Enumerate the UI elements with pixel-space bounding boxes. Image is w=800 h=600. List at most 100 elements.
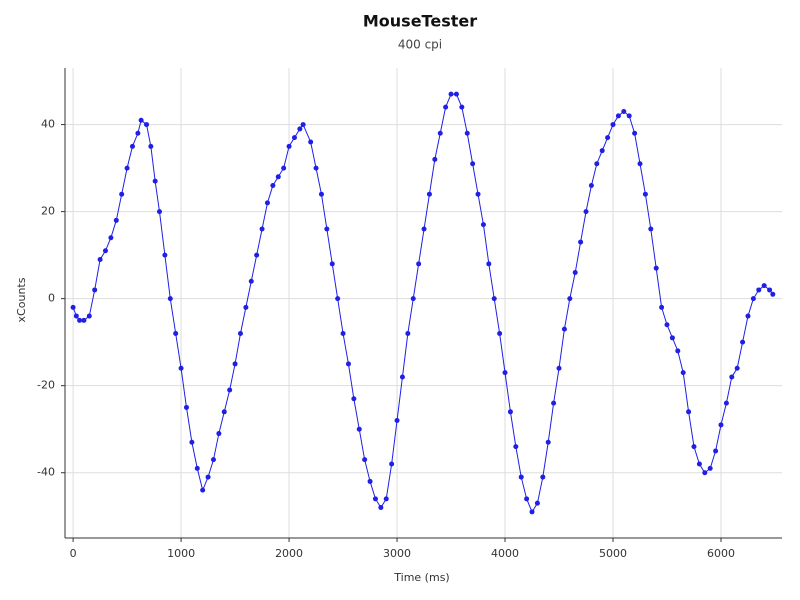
point bbox=[486, 261, 492, 267]
point bbox=[372, 496, 378, 502]
point bbox=[767, 287, 773, 293]
chart-title: MouseTester bbox=[363, 12, 477, 31]
point bbox=[108, 235, 114, 241]
point bbox=[626, 113, 632, 119]
x-tick-label: 2000 bbox=[275, 547, 303, 560]
point bbox=[221, 409, 227, 415]
point bbox=[437, 130, 443, 136]
point bbox=[621, 109, 627, 115]
point bbox=[594, 161, 600, 167]
point bbox=[259, 226, 265, 232]
point bbox=[502, 370, 508, 376]
point bbox=[367, 478, 373, 484]
point bbox=[297, 126, 303, 132]
point bbox=[335, 296, 341, 302]
point bbox=[588, 183, 594, 188]
point bbox=[637, 161, 643, 167]
point bbox=[148, 143, 154, 149]
point bbox=[129, 143, 135, 149]
point bbox=[102, 248, 108, 254]
point bbox=[729, 374, 735, 380]
point bbox=[345, 361, 351, 367]
point bbox=[583, 209, 589, 215]
point bbox=[286, 143, 292, 149]
point bbox=[642, 191, 648, 197]
x-tick-label: 6000 bbox=[707, 547, 735, 560]
point bbox=[426, 191, 432, 197]
point bbox=[356, 426, 362, 432]
point bbox=[183, 404, 189, 410]
point bbox=[113, 217, 119, 223]
point bbox=[734, 365, 740, 371]
point bbox=[534, 500, 540, 506]
point bbox=[70, 304, 76, 310]
y-tick-label: -40 bbox=[37, 466, 55, 479]
point bbox=[119, 191, 125, 197]
y-tick-label: 20 bbox=[41, 205, 55, 218]
point bbox=[561, 326, 567, 332]
point bbox=[491, 296, 497, 302]
point bbox=[761, 283, 767, 289]
point bbox=[210, 457, 216, 463]
point bbox=[92, 287, 98, 293]
point bbox=[248, 278, 254, 284]
point bbox=[610, 122, 616, 128]
point bbox=[770, 291, 776, 297]
x-axis-label: Time (ms) bbox=[393, 571, 449, 584]
point bbox=[399, 374, 405, 380]
point bbox=[264, 200, 270, 206]
point bbox=[475, 191, 481, 197]
point bbox=[696, 461, 702, 467]
point bbox=[750, 296, 756, 302]
point bbox=[135, 130, 141, 136]
point bbox=[518, 474, 524, 480]
point bbox=[545, 439, 551, 445]
point bbox=[664, 322, 670, 328]
point bbox=[291, 135, 297, 141]
x-tick-label: 5000 bbox=[599, 547, 627, 560]
point bbox=[507, 409, 513, 415]
point bbox=[567, 296, 573, 302]
point bbox=[205, 474, 211, 480]
point bbox=[551, 400, 557, 406]
point bbox=[232, 361, 238, 367]
point bbox=[680, 370, 686, 376]
point bbox=[480, 222, 486, 228]
point bbox=[378, 505, 384, 511]
point bbox=[389, 461, 395, 467]
point bbox=[653, 265, 659, 271]
x-tick-label: 1000 bbox=[167, 547, 195, 560]
point bbox=[416, 261, 422, 267]
point bbox=[432, 156, 438, 162]
point bbox=[81, 317, 87, 323]
point bbox=[745, 313, 751, 319]
point bbox=[686, 409, 692, 415]
point bbox=[702, 470, 708, 476]
point bbox=[470, 161, 476, 167]
point bbox=[691, 444, 697, 450]
point bbox=[421, 226, 427, 232]
point bbox=[237, 330, 243, 336]
x-tick-label: 4000 bbox=[491, 547, 519, 560]
point bbox=[178, 365, 184, 371]
point bbox=[578, 239, 584, 245]
point bbox=[281, 165, 287, 171]
point bbox=[189, 439, 195, 445]
point bbox=[599, 148, 605, 154]
point bbox=[383, 496, 389, 502]
point bbox=[713, 448, 719, 454]
point bbox=[138, 117, 144, 123]
point bbox=[270, 183, 276, 188]
point bbox=[410, 296, 416, 302]
point bbox=[540, 474, 546, 480]
point bbox=[513, 444, 519, 450]
point bbox=[77, 317, 83, 323]
point bbox=[351, 396, 357, 402]
point bbox=[324, 226, 330, 232]
x-tick-label: 3000 bbox=[383, 547, 411, 560]
point bbox=[632, 130, 638, 136]
point bbox=[497, 330, 503, 336]
point bbox=[227, 387, 233, 393]
point bbox=[156, 209, 162, 215]
